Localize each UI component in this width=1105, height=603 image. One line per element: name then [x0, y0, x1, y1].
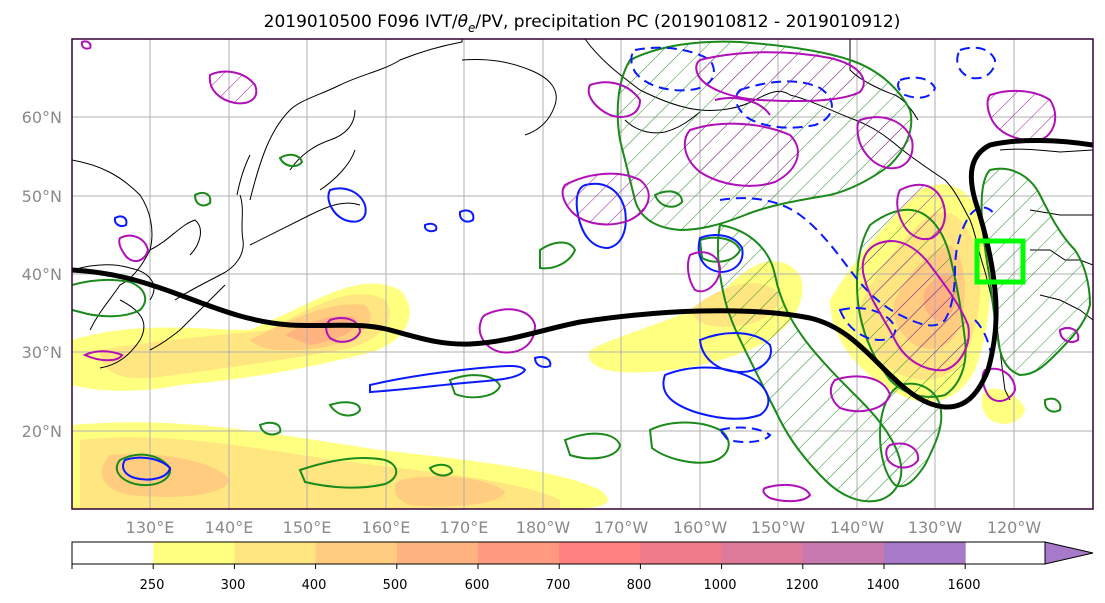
- colorbar-segment: [234, 542, 317, 564]
- lon-label: 160°W: [673, 518, 728, 537]
- lon-label: 170°E: [440, 518, 489, 537]
- map-frame: [71, 38, 1094, 510]
- colorbar-tick-label: 300: [221, 578, 246, 593]
- lat-label: 30°N: [22, 343, 62, 362]
- lon-label: 170°W: [594, 518, 649, 537]
- theta-e-contour: [72, 137, 1093, 410]
- colorbar-segment: [478, 542, 560, 564]
- colorbar-tick-label: 600: [465, 578, 490, 593]
- colorbar-tick-label: 1600: [947, 578, 980, 593]
- colorbar-segment: [640, 542, 723, 564]
- lon-label: 130°W: [908, 518, 963, 537]
- map-panel: [72, 39, 1093, 509]
- colorbar-tick-label: 700: [546, 578, 571, 593]
- colorbar-segment: [72, 542, 154, 564]
- lon-label: 150°E: [283, 518, 332, 537]
- lon-label: 140°W: [830, 518, 885, 537]
- theta-subscript: e: [468, 21, 475, 35]
- latitude-labels: 60°N 50°N 40°N 30°N 20°N: [22, 108, 62, 441]
- lon-label: 180°W: [516, 518, 571, 537]
- colorbar: 250 300 400 500 600 700 800 1000 1200 14…: [71, 541, 1094, 593]
- lon-label: 140°E: [205, 518, 254, 537]
- colorbar-segment: [315, 542, 398, 564]
- colorbar-segment: [559, 542, 641, 564]
- colorbar-segments: [72, 542, 966, 564]
- theta-symbol: θ: [458, 12, 469, 32]
- lon-label: 150°W: [751, 518, 806, 537]
- lat-label: 60°N: [22, 108, 62, 127]
- lon-label: 130°E: [126, 518, 175, 537]
- lon-label: 160°E: [362, 518, 411, 537]
- colorbar-segment: [153, 542, 235, 564]
- lat-label: 40°N: [22, 265, 62, 284]
- colorbar-tick-label: 400: [302, 578, 327, 593]
- colorbar-tick-label: 1200: [785, 578, 818, 593]
- colorbar-tick-label: 250: [140, 578, 165, 593]
- pc-contours: [80, 40, 1080, 503]
- lat-label: 50°N: [22, 187, 62, 206]
- highlight-box: [974, 238, 1026, 285]
- colorbar-segment: [396, 542, 479, 564]
- map-title: 2019010500 F096 IVT/θe/PV, precipitation…: [264, 12, 901, 35]
- colorbar-ticks: [71, 564, 966, 569]
- colorbar-segment: [884, 542, 966, 564]
- colorbar-tick-label: 1000: [703, 578, 736, 593]
- colorbar-segment: [721, 542, 804, 564]
- lon-label: 120°W: [987, 518, 1042, 537]
- longitude-labels: 130°E 140°E 150°E 160°E 170°E 180°W 170°…: [126, 518, 1042, 537]
- colorbar-outline: [71, 541, 1046, 565]
- colorbar-labels: 250 300 400 500 600 700 800 1000 1200 14…: [140, 578, 981, 593]
- colorbar-tick-label: 500: [383, 578, 408, 593]
- colorbar-tick-label: 1400: [866, 578, 899, 593]
- colorbar-segment: [802, 542, 885, 564]
- colorbar-tick-label: 800: [627, 578, 652, 593]
- lat-label: 20°N: [22, 422, 62, 441]
- colorbar-extend-arrow: [1044, 541, 1094, 565]
